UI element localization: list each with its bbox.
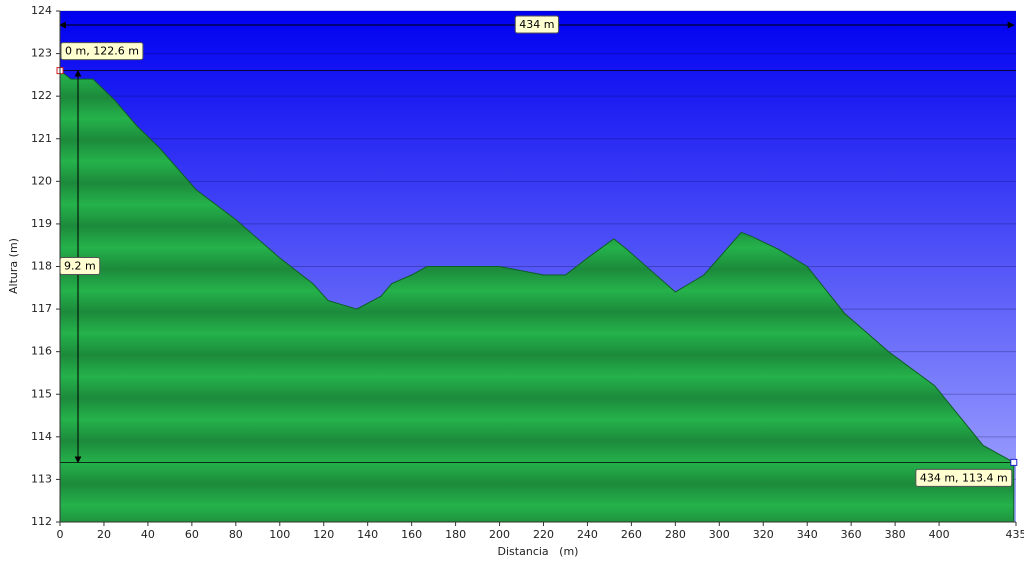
x-tick-label: 320 [753,528,774,541]
annotation-label: 0 m, 122.6 m [65,45,139,58]
x-tick-label: 80 [229,528,243,541]
x-tick-label: 140 [357,528,378,541]
x-tick-label: 340 [797,528,818,541]
x-tick-label: 400 [929,528,950,541]
annotation-label: 434 m [519,18,554,31]
x-tick-label: 220 [533,528,554,541]
x-axis-label: Distancia (m) [498,545,579,558]
y-tick-label: 123 [31,47,52,60]
x-tick-label: 360 [841,528,862,541]
x-tick-label: 20 [97,528,111,541]
x-tick-label: 40 [141,528,155,541]
y-axis-label: Altura (m) [7,238,20,294]
y-tick-label: 122 [31,89,52,102]
elevation-area [59,69,1015,523]
annotation-box [60,42,144,61]
x-tick-label: 280 [665,528,686,541]
annotation-box [514,15,560,34]
y-tick-label: 117 [31,302,52,315]
x-tick-label: 260 [621,528,642,541]
x-tick-label: 100 [269,528,290,541]
y-tick-label: 115 [31,387,52,400]
x-tick-label: 60 [185,528,199,541]
x-tick-label: 300 [709,528,730,541]
y-tick-label: 118 [31,260,52,273]
y-tick-label: 121 [31,132,52,145]
annotation-label: 434 m, 113.4 m [920,471,1008,484]
end-point [1010,458,1018,466]
y-tick-label: 116 [31,345,52,358]
x-tick-label: 200 [489,528,510,541]
annotation-box [915,468,1013,487]
y-tick-label: 112 [31,515,52,528]
annotation-label: 9.2 m [64,260,96,273]
x-tick-label: 380 [885,528,906,541]
y-tick-label: 119 [31,217,52,230]
x-tick-label: 120 [313,528,334,541]
y-tick-label: 113 [31,472,52,485]
y-tick-label: 114 [31,430,52,443]
x-tick-label: 160 [401,528,422,541]
y-tick-label: 120 [31,174,52,187]
x-tick-label: 240 [577,528,598,541]
x-tick-label: 0 [57,528,64,541]
x-tick-label: 180 [445,528,466,541]
y-tick-label: 124 [31,4,52,17]
x-tick-label: 435 [1006,528,1024,541]
